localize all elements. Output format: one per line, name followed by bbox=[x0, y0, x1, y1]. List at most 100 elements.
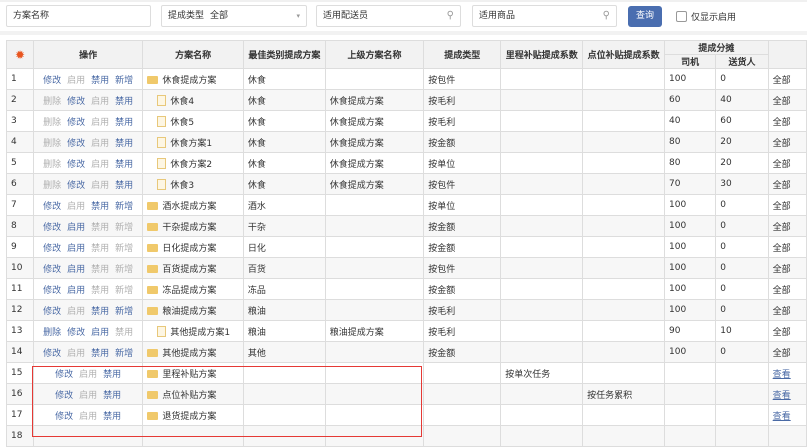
action-1: 启用 bbox=[79, 411, 98, 422]
gear-icon[interactable]: ✹ bbox=[14, 47, 26, 62]
action-0[interactable]: 修改 bbox=[55, 411, 74, 422]
scheme-name: 粮油提成方案 bbox=[142, 299, 244, 321]
category: 粮油 bbox=[242, 299, 326, 321]
parent-scheme bbox=[324, 215, 425, 237]
action-3[interactable]: 禁用 bbox=[115, 138, 134, 149]
table-row[interactable]: 17 修改 启用 禁用 退货提成方案 查看 bbox=[6, 404, 807, 426]
table-row[interactable]: 6 删除 修改 启用 禁用 休食3 休食 休食提成方案 按包件 70 30 全部 bbox=[6, 173, 807, 195]
table-row[interactable]: 15 修改 启用 禁用 里程补贴方案 按单次任务 查看 bbox=[6, 362, 807, 384]
table-row[interactable]: 10 修改 启用 禁用 新增 百货提成方案 百货 按包件 100 0 全部 bbox=[6, 257, 807, 279]
action-1[interactable]: 修改 bbox=[67, 327, 86, 338]
table-row[interactable]: 16 修改 启用 禁用 点位补贴方案 按任务累积 查看 bbox=[6, 383, 807, 405]
category: 休食 bbox=[242, 173, 326, 195]
action-0[interactable]: 修改 bbox=[43, 306, 62, 317]
table-row[interactable]: 5 删除 修改 启用 禁用 休食方案2 休食 休食提成方案 按单位 80 20 全部 bbox=[6, 152, 807, 174]
category: 粮油 bbox=[242, 320, 326, 342]
courier-input[interactable]: 适用配送员 ⚲ bbox=[316, 5, 461, 27]
goods-input[interactable]: 适用商品 ⚲ bbox=[472, 5, 617, 27]
action-3[interactable]: 新增 bbox=[115, 306, 134, 317]
mileage-coefficient bbox=[500, 320, 584, 342]
action-2[interactable]: 禁用 bbox=[103, 390, 122, 401]
action-0[interactable]: 修改 bbox=[43, 285, 62, 296]
parent-scheme bbox=[324, 194, 425, 216]
action-2[interactable]: 禁用 bbox=[103, 411, 122, 422]
scheme-name: 退货提成方案 bbox=[142, 404, 244, 426]
parent-scheme bbox=[324, 383, 425, 405]
deliverer-split bbox=[715, 383, 769, 405]
commission-type bbox=[423, 362, 502, 384]
parent-scheme: 休食提成方案 bbox=[324, 131, 425, 153]
driver-split bbox=[663, 362, 717, 384]
table-row[interactable]: 9 修改 启用 禁用 新增 日化提成方案 日化 按金额 100 0 全部 bbox=[6, 236, 807, 258]
action-3[interactable]: 禁用 bbox=[115, 180, 134, 191]
table-row[interactable]: 2 删除 修改 启用 禁用 休食4 休食 休食提成方案 按毛利 60 40 全部 bbox=[6, 89, 807, 111]
action-0[interactable]: 修改 bbox=[43, 75, 62, 86]
table-row[interactable]: 18 bbox=[6, 425, 807, 447]
action-1[interactable]: 启用 bbox=[67, 222, 86, 233]
action-1[interactable]: 启用 bbox=[67, 264, 86, 275]
action-0: 删除 bbox=[43, 117, 62, 128]
point-coefficient bbox=[582, 425, 665, 447]
action-3[interactable]: 新增 bbox=[115, 201, 134, 212]
table-row[interactable]: 12 修改 启用 禁用 新增 粮油提成方案 粮油 按毛利 100 0 全部 bbox=[6, 299, 807, 321]
action-0[interactable]: 修改 bbox=[43, 264, 62, 275]
table-row[interactable]: 14 修改 启用 禁用 新增 其他提成方案 其他 按金额 100 0 全部 bbox=[6, 341, 807, 363]
action-0[interactable]: 修改 bbox=[55, 369, 74, 380]
category: 休食 bbox=[242, 152, 326, 174]
action-2[interactable]: 禁用 bbox=[103, 369, 122, 380]
view-link[interactable]: 查看 bbox=[767, 383, 807, 405]
action-1[interactable]: 启用 bbox=[67, 243, 86, 254]
table-row[interactable]: 7 修改 启用 禁用 新增 酒水提成方案 酒水 按单位 100 0 全部 bbox=[6, 194, 807, 216]
action-3[interactable]: 禁用 bbox=[115, 117, 134, 128]
settings-header[interactable]: ✹ bbox=[6, 40, 34, 69]
table-row[interactable]: 1 修改 启用 禁用 新增 休食提成方案 休食 按包件 100 0 全部 bbox=[6, 68, 807, 90]
row-number: 7 bbox=[6, 194, 34, 216]
action-0[interactable]: 修改 bbox=[43, 222, 62, 233]
commission-type-select[interactable]: 提成类型 全部 ▾ bbox=[161, 5, 307, 27]
action-2: 启用 bbox=[91, 180, 110, 191]
query-button[interactable]: 查询 bbox=[628, 6, 662, 27]
action-0[interactable]: 修改 bbox=[43, 201, 62, 212]
action-3[interactable]: 禁用 bbox=[115, 96, 134, 107]
table-row[interactable]: 13 删除 修改 启用 禁用 其他提成方案1 粮油 粮油提成方案 按毛利 90 10 全部 bbox=[6, 320, 807, 342]
category: 冻品 bbox=[242, 278, 326, 300]
action-0[interactable]: 修改 bbox=[43, 348, 62, 359]
action-2[interactable]: 启用 bbox=[91, 327, 110, 338]
action-1[interactable]: 修改 bbox=[67, 159, 86, 170]
action-2[interactable]: 禁用 bbox=[91, 306, 110, 317]
header-parent: 上级方案名称 bbox=[324, 40, 425, 69]
action-0[interactable]: 修改 bbox=[55, 390, 74, 401]
action-3[interactable]: 禁用 bbox=[115, 159, 134, 170]
file-icon bbox=[157, 178, 167, 190]
action-3[interactable]: 新增 bbox=[115, 348, 134, 359]
table-row[interactable]: 4 删除 修改 启用 禁用 休食方案1 休食 休食提成方案 按金额 80 20 全部 bbox=[6, 131, 807, 153]
action-1[interactable]: 修改 bbox=[67, 117, 86, 128]
action-2[interactable]: 禁用 bbox=[91, 75, 110, 86]
table-row[interactable]: 11 修改 启用 禁用 新增 冻品提成方案 冻品 按金额 100 0 全部 bbox=[6, 278, 807, 300]
commission-type: 按金额 bbox=[423, 131, 502, 153]
view-link[interactable]: 查看 bbox=[767, 362, 807, 384]
action-0[interactable]: 修改 bbox=[43, 243, 62, 254]
action-3[interactable]: 新增 bbox=[115, 75, 134, 86]
driver-split: 100 bbox=[663, 194, 717, 216]
driver-split bbox=[663, 425, 717, 447]
row-number: 15 bbox=[6, 362, 34, 384]
action-1: 启用 bbox=[79, 390, 98, 401]
view-link[interactable]: 查看 bbox=[767, 404, 807, 426]
scheme-name-input[interactable]: 方案名称 bbox=[6, 5, 151, 27]
action-1[interactable]: 修改 bbox=[67, 138, 86, 149]
point-coefficient bbox=[582, 131, 665, 153]
table-row[interactable]: 8 修改 启用 禁用 新增 干杂提成方案 干杂 按金额 100 0 全部 bbox=[6, 215, 807, 237]
header-ops: 操作 bbox=[32, 40, 144, 69]
table-row[interactable]: 3 删除 修改 启用 禁用 休食5 休食 休食提成方案 按毛利 40 60 全部 bbox=[6, 110, 807, 132]
only-enabled-checkbox[interactable] bbox=[676, 11, 687, 22]
action-1[interactable]: 修改 bbox=[67, 96, 86, 107]
scope: 全部 bbox=[767, 320, 807, 342]
action-2[interactable]: 禁用 bbox=[91, 348, 110, 359]
commission-type: 按毛利 bbox=[423, 110, 502, 132]
action-1[interactable]: 修改 bbox=[67, 180, 86, 191]
action-1[interactable]: 启用 bbox=[67, 285, 86, 296]
commission-type: 按包件 bbox=[423, 173, 502, 195]
action-2[interactable]: 禁用 bbox=[91, 201, 110, 212]
action-0[interactable]: 删除 bbox=[43, 327, 62, 338]
